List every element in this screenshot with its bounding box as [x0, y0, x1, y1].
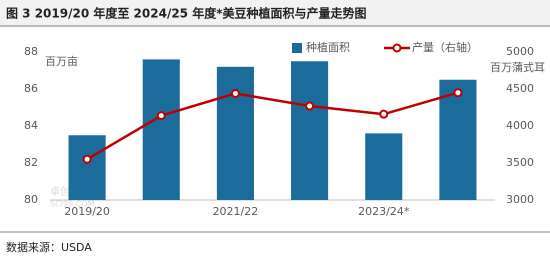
- title-bar: [0, 0, 550, 26]
- source: 数据来源：USDA: [6, 240, 92, 254]
- y-tick-label: 80: [24, 193, 38, 206]
- line-marker: [156, 111, 166, 121]
- y2-tick-label: 4500: [506, 82, 534, 95]
- line-marker: [305, 101, 315, 111]
- y2-tick-label: 4000: [506, 119, 534, 132]
- line-marker: [453, 88, 463, 98]
- bar: [142, 59, 180, 201]
- y-axis-label: 百万亩: [45, 54, 78, 68]
- watermark: SCI99.COM: [50, 200, 95, 209]
- x-tick-label: 2023/24*: [358, 205, 410, 218]
- y-tick-label: 84: [24, 119, 38, 132]
- legend-swatch: [392, 43, 402, 53]
- line: [86, 91, 459, 161]
- bar: [439, 79, 477, 200]
- y-tick-label: 86: [24, 82, 38, 95]
- y-tick-label: 88: [24, 45, 38, 58]
- legend-swatch: [292, 43, 302, 53]
- bar: [365, 133, 403, 200]
- x-tick-label: 2019/20: [64, 205, 110, 218]
- legend-label: 种植面积: [306, 40, 350, 54]
- legend-label: 产量（右轴）: [412, 40, 478, 54]
- y2-tick-label: 3000: [506, 193, 534, 206]
- bar: [291, 61, 329, 200]
- line-marker: [82, 154, 92, 164]
- line-marker: [379, 109, 389, 119]
- bar: [216, 66, 254, 200]
- y-tick-label: 82: [24, 156, 38, 169]
- x-tick-label: 2021/22: [213, 205, 259, 218]
- chart-title: 图 3 2019/20 年度至 2024/25 年度*美豆种植面积与产量走势图: [6, 6, 366, 21]
- y2-tick-label: 5000: [506, 45, 534, 58]
- bar: [68, 135, 106, 200]
- line-marker: [230, 88, 240, 98]
- y2-tick-label: 3500: [506, 156, 534, 169]
- y2-axis-label: 百万蒲式耳: [490, 60, 545, 74]
